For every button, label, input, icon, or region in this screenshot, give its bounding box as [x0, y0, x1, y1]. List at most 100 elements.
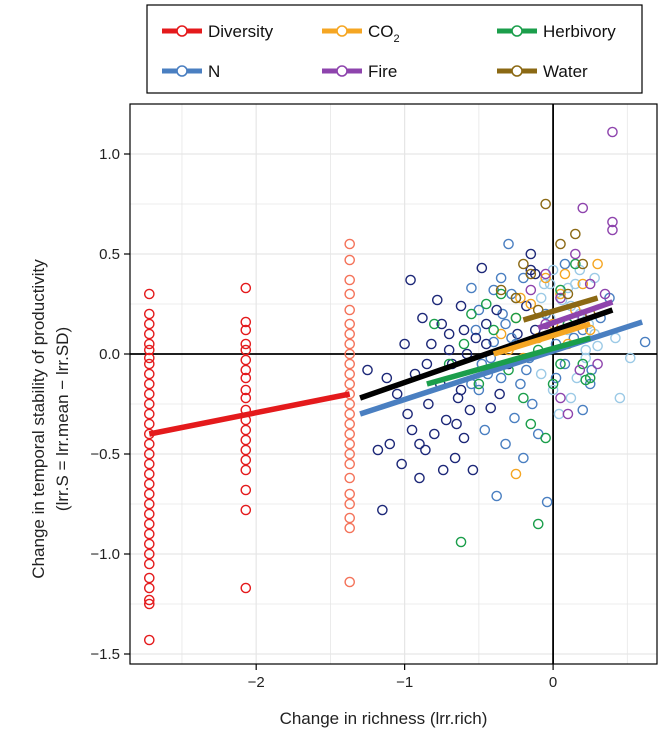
data-point-diversity — [143, 308, 155, 320]
data-point-co2 — [525, 298, 537, 310]
data-point-n — [437, 464, 449, 476]
data-point-n — [381, 372, 393, 384]
data-point-herbivory — [458, 338, 470, 350]
data-point-n — [458, 324, 470, 336]
data-point-water — [577, 258, 589, 270]
data-point-n — [495, 372, 507, 384]
data-point-diversity — [143, 418, 155, 430]
data-point-diversity — [240, 392, 252, 404]
data-point-diversity — [143, 458, 155, 470]
legend-item-diversity: Diversity — [162, 22, 274, 41]
data-point-diversity — [143, 528, 155, 540]
data-point-n — [580, 344, 592, 356]
data-point-diversity — [240, 582, 252, 594]
data-point-diversity — [143, 328, 155, 340]
legend-label: Herbivory — [543, 22, 616, 41]
data-point-herbivory — [466, 308, 477, 320]
data-point-diversity — [143, 318, 155, 330]
data-point-diversity — [344, 438, 356, 450]
data-point-diversity — [240, 338, 252, 350]
data-point-n — [470, 332, 482, 344]
legend-label: CO2 — [368, 22, 400, 45]
legend-item-water: Water — [497, 62, 588, 81]
data-point-diversity — [240, 344, 252, 356]
data-point-diversity — [344, 318, 356, 330]
plot-area — [130, 104, 657, 664]
data-point-diversity — [344, 522, 356, 534]
data-point-diversity — [344, 458, 356, 470]
data-point-n — [458, 432, 470, 444]
plot-frame — [129, 103, 658, 665]
data-point-herbivory — [580, 374, 592, 386]
fit-line-overall — [359, 307, 614, 401]
y-tick-label: −0.5 — [90, 446, 120, 463]
y-axis-title: Change in temporal stability of producti… — [29, 259, 48, 579]
data-point-n — [440, 414, 452, 426]
data-point-diversity — [143, 508, 155, 520]
data-point-diversity — [344, 472, 356, 484]
data-point-diversity — [344, 348, 356, 360]
data-point-n — [491, 304, 502, 316]
x-axis-title: Change in richness (lrr.rich) — [280, 709, 488, 728]
data-point-diversity — [240, 372, 252, 384]
x-tick-label: −1 — [396, 674, 413, 691]
data-point-n — [449, 452, 461, 464]
data-point-n — [550, 372, 562, 384]
data-point-water — [540, 198, 551, 210]
data-point-fire — [577, 202, 589, 214]
legend-label: N — [208, 62, 220, 81]
y-tick-label: 0.0 — [99, 346, 120, 363]
data-point-n — [521, 364, 532, 376]
data-point-diversity — [344, 328, 356, 340]
data-point-diversity — [143, 598, 155, 610]
data-point-n — [586, 364, 597, 376]
data-point-diversity — [344, 448, 356, 460]
data-point-co2 — [592, 258, 603, 270]
data-point-diversity — [143, 398, 155, 410]
x-tick-label: 0 — [549, 674, 557, 691]
data-point-co2 — [555, 288, 566, 300]
data-point-n — [426, 338, 437, 350]
legend-label: Water — [543, 62, 588, 81]
axes: −1.5 −1.0 −0.5 0.0 0.5 1.0 −2 −1 0 Change in rich… — [29, 103, 658, 728]
data-point-n — [639, 336, 651, 348]
data-point-n — [470, 324, 482, 336]
data-point-fire — [525, 284, 537, 296]
data-point-diversity — [143, 634, 155, 646]
legend-item-co2: CO2 — [322, 22, 400, 45]
data-point-herbivory — [480, 298, 492, 310]
data-point-n — [500, 318, 511, 330]
data-point-water — [495, 284, 507, 296]
data-point-n — [423, 398, 434, 410]
data-point-n — [391, 388, 403, 400]
data-point-diversity — [143, 498, 155, 510]
data-point-diversity — [143, 378, 155, 390]
data-point-n — [429, 428, 440, 440]
data-point-fire — [607, 224, 618, 236]
data-point-water — [570, 228, 581, 240]
data-point-n — [494, 388, 505, 400]
data-point-diversity — [240, 354, 252, 366]
legend-box — [146, 4, 643, 94]
data-point-diversity — [240, 454, 252, 466]
data-point-diversity — [344, 304, 356, 316]
legend-swatch-marker — [176, 65, 188, 77]
data-point-n — [500, 438, 511, 450]
data-point-n — [525, 248, 537, 260]
data-point-fire — [607, 216, 618, 228]
legend-swatch-marker — [336, 65, 348, 77]
data-point-n — [362, 364, 373, 376]
data-point-co2 — [577, 278, 589, 290]
data-point-herbivory — [488, 324, 500, 336]
data-point-n — [451, 418, 462, 430]
data-point-n — [420, 444, 431, 456]
legend-swatch-marker — [336, 25, 348, 37]
data-point-diversity — [143, 518, 155, 530]
data-point-n — [518, 452, 529, 464]
data-point-co2 — [540, 272, 551, 284]
data-point-n — [592, 340, 603, 352]
data-point-diversity — [344, 274, 356, 286]
data-point-herbivory — [455, 536, 467, 548]
data-point-diversity — [143, 368, 155, 380]
fit-line-n — [359, 319, 644, 417]
